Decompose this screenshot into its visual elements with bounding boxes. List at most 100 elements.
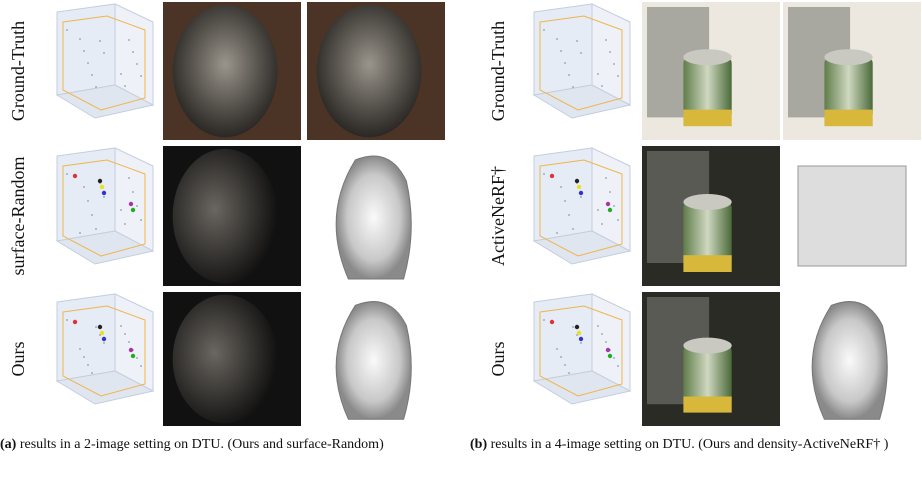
plot-dot (556, 232, 558, 234)
plot-dot (95, 326, 97, 328)
can-label (683, 396, 732, 413)
plot-dot (66, 319, 68, 321)
plot-dot (613, 63, 615, 65)
plot-dot (597, 209, 599, 211)
plot-dot (574, 324, 580, 330)
can (824, 57, 873, 120)
plot-dot (560, 186, 562, 188)
plot-dot (560, 50, 562, 52)
plot-dot (576, 184, 582, 190)
plot-dot (601, 85, 603, 87)
plot-dot (605, 39, 607, 41)
plot-dot (597, 73, 599, 75)
plot-wall (56, 3, 116, 96)
row-label: ActiveNeRF† (488, 166, 508, 266)
can-top (683, 194, 732, 210)
plot-dot (597, 325, 599, 327)
plot-floor (55, 84, 155, 119)
scatter-3d-thumbnail (55, 293, 155, 405)
plot-dot (66, 29, 68, 31)
plot-dot (128, 177, 130, 179)
plot-dot (543, 173, 545, 175)
result-image (163, 2, 301, 140)
plot-dot (580, 52, 582, 54)
result-image (163, 292, 301, 426)
result-image (307, 292, 445, 426)
plot-dot (95, 228, 97, 230)
plot-dot (128, 341, 130, 343)
plot-floor (532, 84, 632, 119)
plot-dot (124, 333, 126, 335)
result-image (307, 2, 445, 140)
plot-dot (66, 173, 68, 175)
plot-dot (99, 184, 105, 190)
row-label: Ground-Truth (8, 21, 28, 121)
mesh (811, 301, 888, 420)
scatter-3d-thumbnail (532, 293, 632, 405)
statue (172, 148, 278, 284)
plot-dot (576, 40, 578, 42)
plot-box (539, 305, 623, 397)
plot-dot (91, 372, 93, 374)
plot-dot (83, 356, 85, 358)
plot-dot (605, 347, 611, 353)
plot-floor (55, 230, 155, 265)
plot-dot (568, 74, 570, 76)
result-image (307, 146, 445, 286)
plot-dot (95, 86, 97, 88)
result-image (783, 292, 921, 426)
caption-label: (a) (0, 437, 17, 452)
plot-dot (91, 214, 93, 216)
plot-floor (532, 230, 632, 265)
plot-dot (101, 190, 107, 196)
plot-dot (568, 372, 570, 374)
caption-a: (a) results in a 2-image setting on DTU.… (0, 436, 440, 453)
plot-dot (572, 86, 574, 88)
plot-dot (103, 196, 105, 198)
plot-wall (533, 3, 593, 96)
plot-dot (605, 341, 607, 343)
plot-dot (99, 330, 105, 336)
result-image (642, 2, 780, 140)
caption-text: results in a 2-image setting on DTU. (Ou… (19, 437, 384, 452)
plot-dot (601, 333, 603, 335)
plot-box (539, 159, 623, 257)
can-label (683, 255, 732, 272)
plot-wall (533, 147, 593, 242)
plot-dot (101, 336, 107, 342)
result-image (642, 146, 780, 286)
plot-dot (613, 205, 615, 207)
plot-dot (140, 365, 142, 367)
plot-box (62, 159, 146, 257)
plot-dot (91, 74, 93, 76)
plot-wall (56, 147, 116, 242)
plot-dot (97, 324, 103, 330)
plot-dot (543, 29, 545, 31)
plot-dot (136, 205, 138, 207)
plot-dot (128, 201, 134, 207)
plot-dot (572, 326, 574, 328)
plot-dot (617, 219, 619, 221)
mesh (335, 155, 412, 280)
plot-dot (574, 178, 580, 184)
plot-dot (578, 336, 584, 342)
plot-dot (609, 51, 611, 53)
plot-floor (532, 370, 632, 405)
statue (172, 4, 278, 138)
plot-dot (617, 75, 619, 77)
plot-box (539, 15, 623, 111)
can-top (824, 49, 873, 66)
plot-dot (556, 38, 558, 40)
plot-dot (578, 190, 584, 196)
plot-dot (124, 85, 126, 87)
plot-dot (140, 219, 142, 221)
caption-label: (b) (470, 437, 488, 452)
plot-dot (87, 364, 89, 366)
mesh (335, 301, 412, 420)
plot-dot (103, 52, 105, 54)
plot-dot (120, 209, 122, 211)
plot-dot (613, 357, 615, 359)
plot-dot (549, 173, 555, 179)
plot-dot (560, 356, 562, 358)
